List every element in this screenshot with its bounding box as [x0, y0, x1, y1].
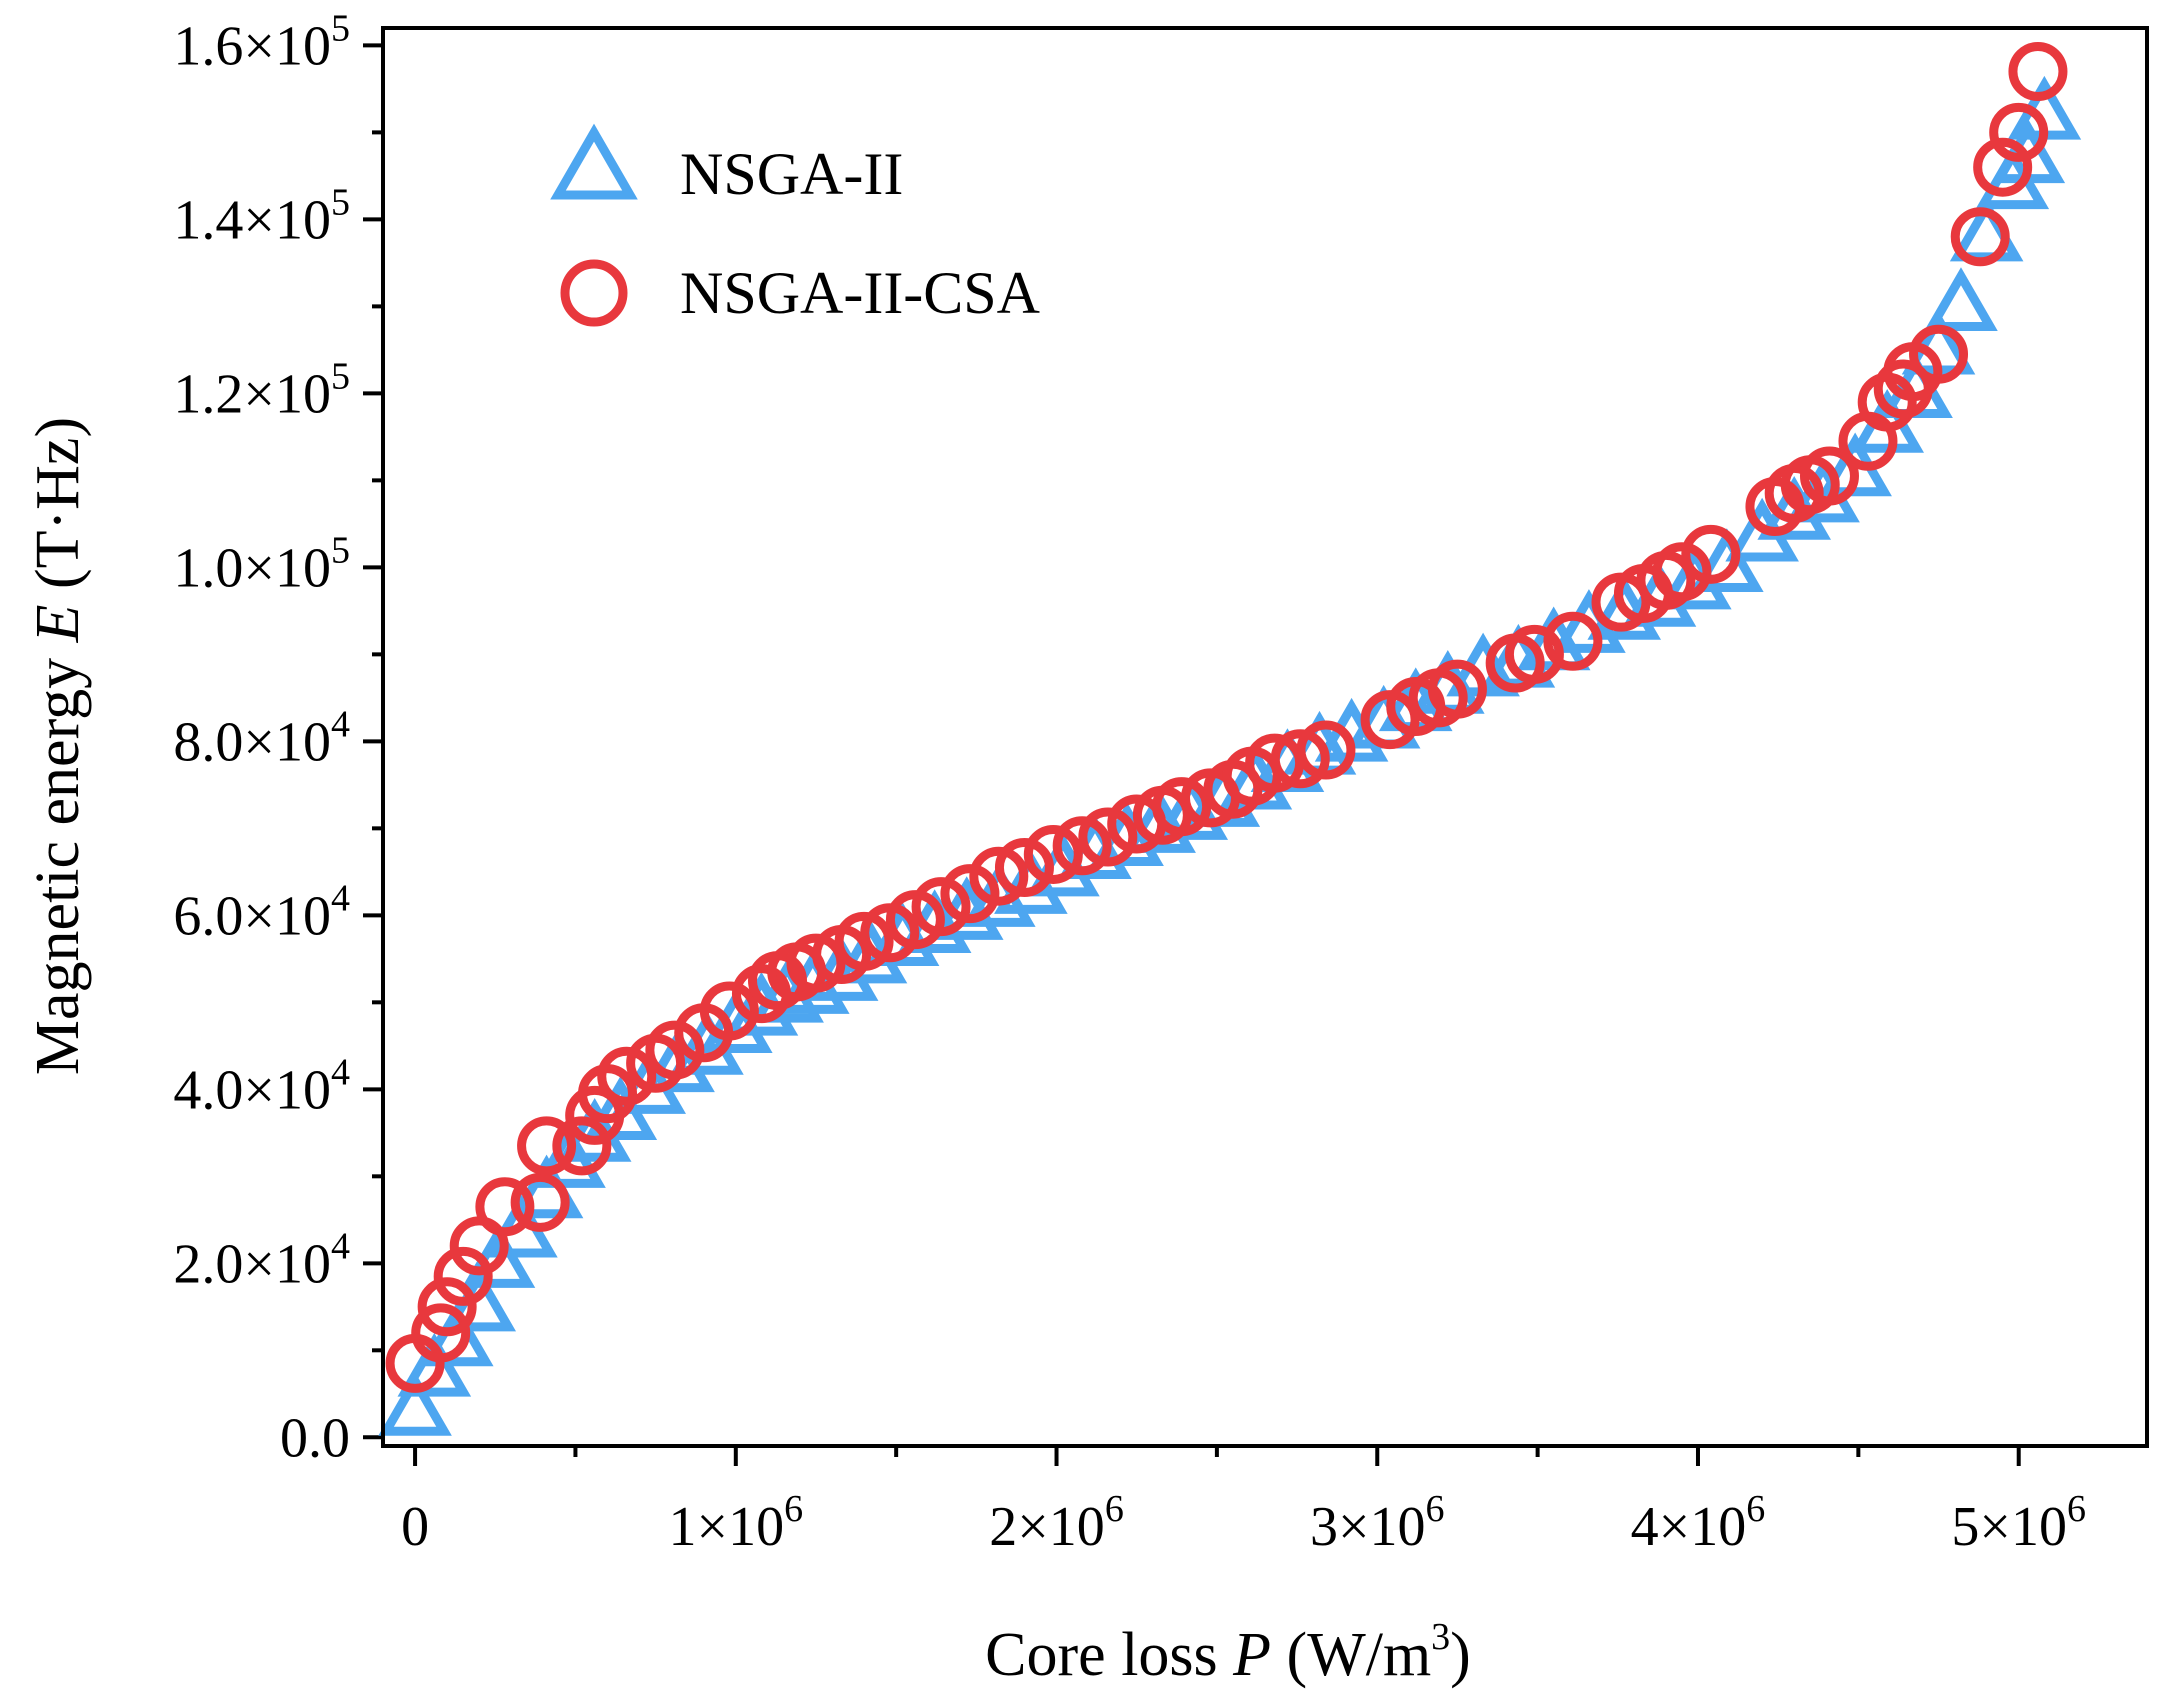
circle-point	[1052, 816, 1112, 876]
triangle-point	[1690, 528, 1764, 592]
triangle-point	[1924, 267, 1998, 331]
circle-point	[645, 1020, 705, 1080]
x-axis-title-close: )	[1450, 1621, 1471, 1689]
circle-point	[1652, 542, 1712, 602]
x-axis-title-symbol: P	[1232, 1621, 1271, 1689]
y-axis-title-text: Magnetic energy	[24, 642, 92, 1075]
x-tick-labels: 0 1×106 2×106 3×106 4×106 5×106	[401, 1488, 2086, 1558]
y-tick-label: 1.6×105	[173, 7, 350, 77]
series-layer	[378, 41, 2082, 1436]
circle-point	[2008, 41, 2068, 101]
legend-label-nsga-ii-csa: NSGA-II-CSA	[680, 260, 1040, 326]
y-tick-label: 0.0	[280, 1407, 350, 1469]
x-axis-title-text: Core loss	[985, 1621, 1233, 1689]
x-axis-title-unit: (W/m	[1271, 1621, 1431, 1689]
circle-point	[994, 837, 1054, 897]
y-tick-label: 4.0×104	[173, 1051, 350, 1121]
circle-point	[1543, 611, 1603, 671]
circle-point	[940, 864, 1000, 924]
circle-point	[1152, 777, 1212, 837]
x-tick-label: 5×106	[1951, 1488, 2086, 1558]
circle-point	[786, 933, 846, 993]
triangle-point	[378, 1372, 452, 1436]
circle-point	[1270, 729, 1330, 789]
y-tick-labels: 0.0 2.0×104 4.0×104 6.0×104 8.0×104 1.0×105 1.…	[173, 7, 350, 1469]
y-tick-label: 2.0×104	[173, 1225, 350, 1295]
circle-point	[1681, 524, 1741, 584]
circle-point	[969, 846, 1029, 906]
x-tick-label: 3×106	[1310, 1488, 1445, 1558]
circle-point	[1989, 102, 2049, 162]
legend-item-nsga-ii-csa: NSGA-II-CSA	[560, 259, 1040, 327]
circle-point	[510, 1172, 570, 1232]
legend: NSGA-II NSGA-II-CSA	[550, 123, 1040, 327]
x-axis-title: Core loss P (W/m3)	[985, 1616, 1471, 1689]
triangle-point	[419, 1302, 494, 1367]
legend-item-nsga-ii: NSGA-II	[550, 123, 903, 207]
y-axis-title-symbol: E	[24, 605, 92, 644]
circle-point	[552, 1116, 612, 1176]
circle-point	[1296, 720, 1356, 780]
y-axis-title-unit: (T·Hz)	[24, 417, 92, 605]
x-tick-label: 0	[401, 1496, 429, 1558]
circle-point	[475, 1177, 535, 1237]
circle-point	[1909, 324, 1969, 384]
plot-frame	[381, 26, 2149, 1448]
y-tick-label: 1.0×105	[173, 529, 350, 599]
circle-point	[1950, 207, 2010, 267]
circle-point	[699, 981, 759, 1041]
circle-point	[1078, 807, 1138, 867]
circle-point	[433, 1246, 493, 1306]
y-tick-label: 8.0×104	[173, 703, 350, 773]
y-axis-title: Magnetic energy E (T·Hz)	[24, 417, 92, 1075]
x-axis-title-exponent: 3	[1431, 1616, 1450, 1658]
circle-point	[517, 1116, 577, 1176]
circle-point	[417, 1277, 477, 1337]
y-tick-label: 1.4×105	[173, 181, 350, 251]
circle-point	[411, 1303, 471, 1363]
x-tick-label: 2×106	[989, 1488, 1124, 1558]
y-tick-marks	[363, 43, 383, 1440]
x-tick-marks	[413, 1446, 2021, 1466]
circle-point	[1504, 624, 1564, 684]
triangle-point	[397, 1332, 472, 1397]
legend-circle-marker	[560, 259, 628, 327]
circle-point	[1799, 446, 1859, 506]
legend-triangle-marker	[550, 123, 638, 200]
circle-point	[1427, 659, 1487, 719]
circle-point	[597, 1046, 657, 1106]
circle-point	[1973, 137, 2033, 197]
legend-label-nsga-ii: NSGA-II	[680, 141, 903, 207]
circle-point	[834, 911, 894, 971]
y-tick-label: 6.0×104	[173, 877, 350, 947]
x-tick-label: 1×106	[669, 1488, 804, 1558]
nsga-ii-csa-series	[385, 41, 2068, 1393]
x-tick-label: 4×106	[1631, 1488, 1766, 1558]
circle-point	[1023, 824, 1083, 884]
circle-point	[911, 877, 971, 937]
y-tick-label: 1.2×105	[173, 355, 350, 425]
